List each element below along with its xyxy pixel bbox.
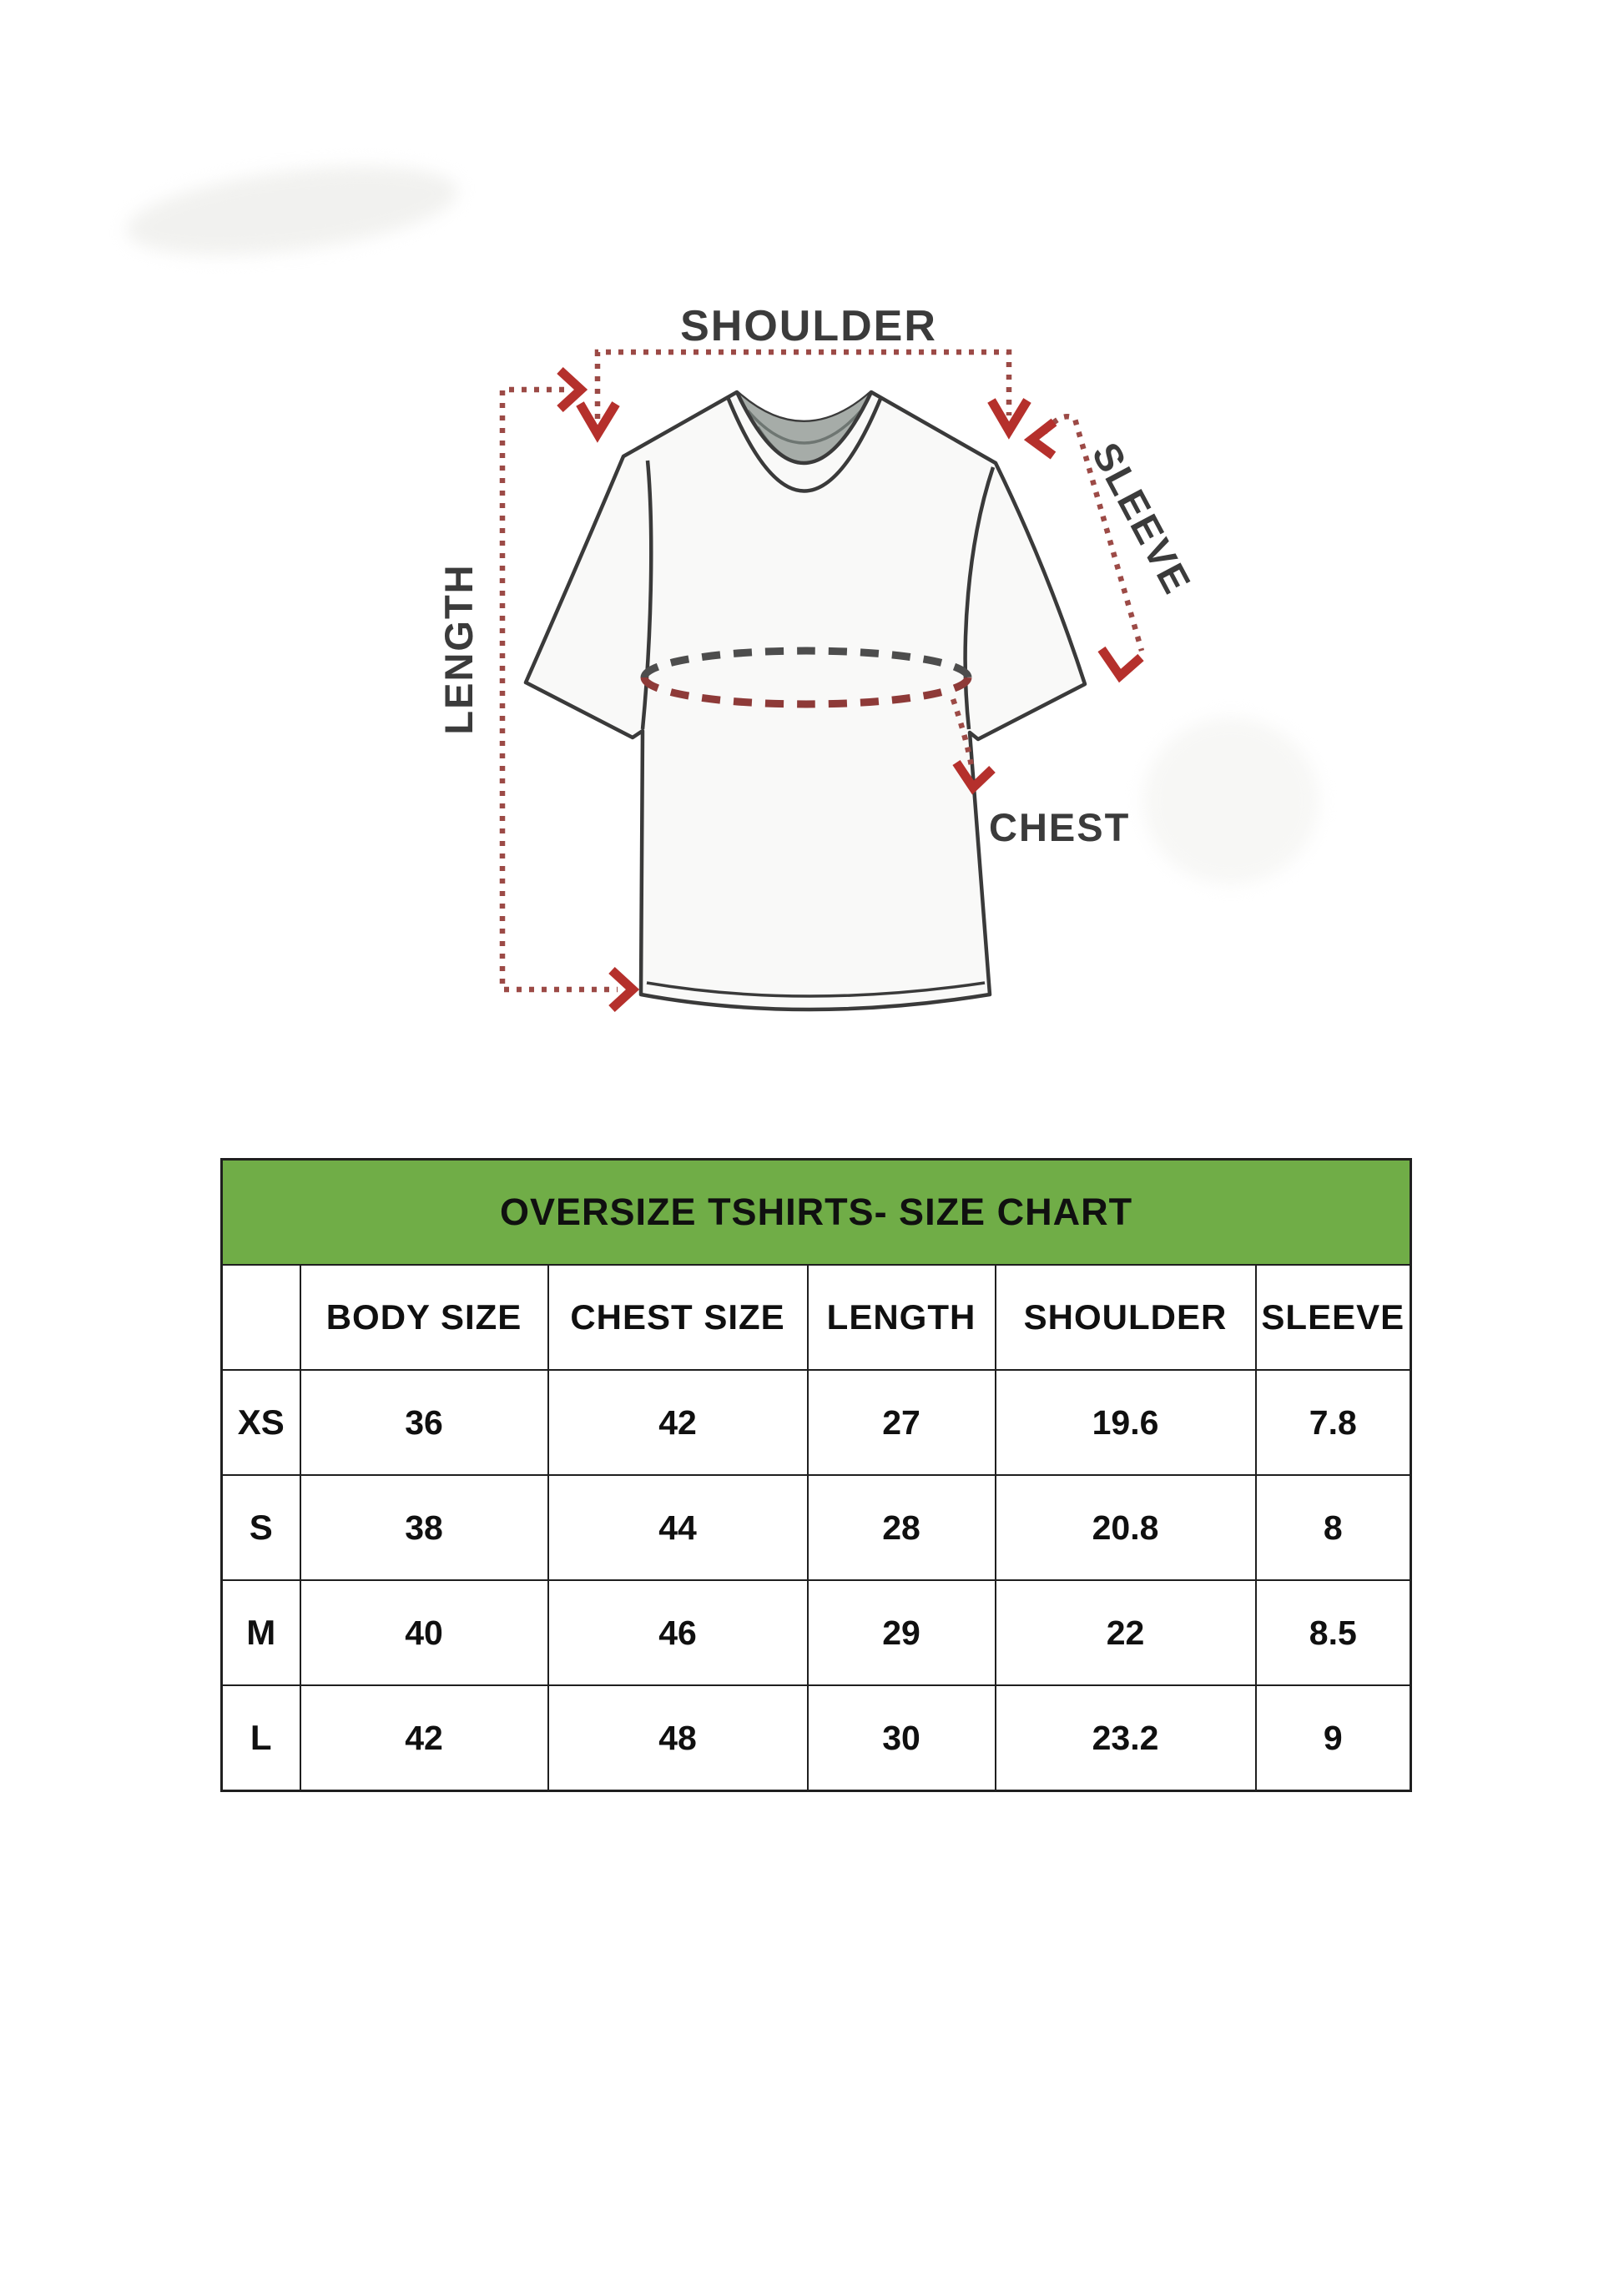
right-armhole-seam xyxy=(963,466,996,730)
header-chest-size: CHEST SIZE xyxy=(547,1264,809,1371)
cell-shoulder: 23.2 xyxy=(994,1684,1257,1792)
collar-rib-line xyxy=(746,409,863,445)
arrowheads xyxy=(557,366,1144,1013)
cell-shoulder: 20.8 xyxy=(994,1474,1257,1581)
length-label: LENGTH xyxy=(436,563,481,734)
size-chart-table: OVERSIZE TSHIRTS- SIZE CHART BODY SIZE C… xyxy=(220,1158,1413,1792)
cell-chest-size: 42 xyxy=(547,1369,809,1476)
chest-ellipse-bottom-arc xyxy=(640,677,972,708)
arrow-down-left-shoulder xyxy=(576,401,620,443)
header-blank xyxy=(220,1264,301,1371)
cell-sleeve: 9 xyxy=(1254,1684,1412,1792)
cell-sleeve: 8.5 xyxy=(1254,1579,1412,1686)
cell-chest-size: 46 xyxy=(547,1579,809,1686)
cell-chest-size: 44 xyxy=(547,1474,809,1581)
arrow-sleeve-bottom xyxy=(1097,646,1144,683)
cell-sleeve: 7.8 xyxy=(1254,1369,1412,1476)
arrow-chest xyxy=(952,759,996,795)
size-row-s: S 38 44 28 20.8 8 xyxy=(220,1474,1412,1581)
table-title: OVERSIZE TSHIRTS- SIZE CHART xyxy=(220,1158,1412,1266)
size-label: M xyxy=(220,1579,301,1686)
header-length: LENGTH xyxy=(806,1264,996,1371)
size-row-xs: XS 36 42 27 19.6 7.8 xyxy=(220,1369,1412,1476)
collar-band-top xyxy=(734,391,874,466)
table-header-row: BODY SIZE CHEST SIZE LENGTH SHOULDER SLE… xyxy=(220,1264,1412,1371)
cell-body-size: 40 xyxy=(299,1579,549,1686)
chest-ellipse xyxy=(640,647,972,708)
header-body-size: BODY SIZE xyxy=(299,1264,549,1371)
cell-body-size: 42 xyxy=(299,1684,549,1792)
cell-body-size: 38 xyxy=(299,1474,549,1581)
size-row-l: L 42 48 30 23.2 9 xyxy=(220,1684,1412,1792)
chest-label: CHEST xyxy=(989,805,1130,849)
arrow-right-length-top xyxy=(557,366,588,413)
header-sleeve: SLEEVE xyxy=(1254,1264,1412,1371)
cell-shoulder: 22 xyxy=(994,1579,1257,1686)
size-label: XS xyxy=(220,1369,301,1476)
cell-sleeve: 8 xyxy=(1254,1474,1412,1581)
table-title-row: OVERSIZE TSHIRTS- SIZE CHART xyxy=(220,1158,1412,1266)
arrow-down-right-shoulder xyxy=(987,398,1031,440)
header-shoulder: SHOULDER xyxy=(994,1264,1257,1371)
cell-length: 29 xyxy=(806,1579,996,1686)
collar-band-bottom xyxy=(725,396,883,493)
left-armhole-seam xyxy=(640,460,653,730)
size-row-m: M 40 46 29 22 8.5 xyxy=(220,1579,1412,1686)
tshirt-measurement-diagram: SHOULDER LENGTH SLEEVE CHEST xyxy=(436,302,1200,1013)
size-label: S xyxy=(220,1474,301,1581)
arrow-sleeve-top xyxy=(1023,418,1057,460)
dimension-lines xyxy=(499,349,1145,993)
arrow-right-length-bottom xyxy=(608,966,640,1013)
cell-length: 30 xyxy=(806,1684,996,1792)
chest-ellipse-top-arc xyxy=(640,647,972,678)
cell-body-size: 36 xyxy=(299,1369,549,1476)
size-label: L xyxy=(220,1684,301,1792)
shoulder-label: SHOULDER xyxy=(680,302,937,350)
cell-length: 27 xyxy=(806,1369,996,1476)
hem-line xyxy=(646,981,986,998)
cell-shoulder: 19.6 xyxy=(994,1369,1257,1476)
shoulder-dim-line xyxy=(594,349,1012,419)
chest-pointer-line xyxy=(950,697,975,767)
cell-length: 28 xyxy=(806,1474,996,1581)
cell-chest-size: 48 xyxy=(547,1684,809,1792)
